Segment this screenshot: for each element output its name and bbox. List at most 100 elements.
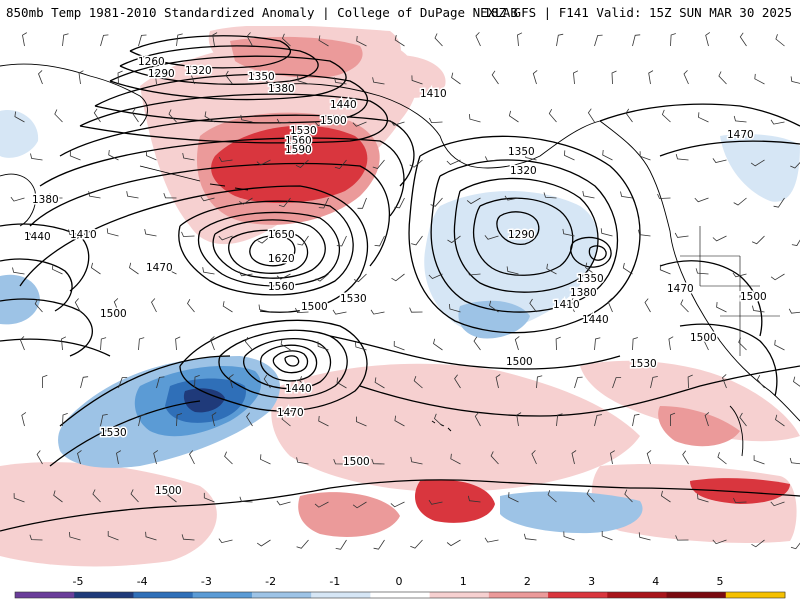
wind-barb xyxy=(296,457,309,465)
cold-anomaly-region-northeast-pacific-core xyxy=(458,300,530,339)
wind-barb xyxy=(410,539,423,549)
height-label: 1470 xyxy=(146,262,173,274)
wind-barb xyxy=(733,197,747,206)
contour-central-low-inner xyxy=(284,355,300,367)
wind-barb xyxy=(751,539,765,548)
contour-1530-ridge xyxy=(178,200,354,296)
wind-barb xyxy=(34,299,43,313)
wind-barb xyxy=(473,336,481,351)
wind-barb xyxy=(504,195,519,201)
wind-barb xyxy=(447,235,461,244)
colorbar-segment xyxy=(192,592,253,598)
wind-barb xyxy=(571,450,577,465)
wind-barb xyxy=(22,32,28,47)
wind-barb xyxy=(393,340,405,351)
height-label: 1470 xyxy=(667,283,694,295)
wind-barb xyxy=(295,159,309,168)
wind-barb xyxy=(587,108,595,123)
wind-barb xyxy=(13,493,25,503)
wind-barb xyxy=(446,159,461,165)
colorbar-segment xyxy=(488,592,549,598)
wind-barb xyxy=(582,190,595,199)
wind-barb xyxy=(154,70,160,85)
wind-barb xyxy=(450,453,461,465)
wind-barb xyxy=(10,196,25,202)
wind-barb xyxy=(117,70,123,85)
wind-barb xyxy=(466,197,481,205)
wind-barb xyxy=(69,531,81,541)
wind-barb xyxy=(411,75,423,85)
height-label: 1650 xyxy=(268,229,295,241)
wind-barb xyxy=(238,271,253,277)
wind-barb xyxy=(19,336,25,351)
warm-anomaly-region-southwest-light xyxy=(0,462,217,567)
colorbar-label: 0 xyxy=(395,575,403,588)
height-label: 1320 xyxy=(510,165,537,177)
wind-barb xyxy=(278,197,291,208)
wind-barb xyxy=(753,455,765,465)
wind-barb xyxy=(202,267,215,275)
wind-barb xyxy=(239,496,253,503)
wind-barb xyxy=(668,336,674,351)
wind-barb xyxy=(750,159,765,167)
wind-barb xyxy=(484,235,499,240)
wind-barb xyxy=(260,73,271,85)
wind-barb xyxy=(38,70,43,85)
warm-anomaly-region-southeast-core xyxy=(690,478,790,504)
wind-barb xyxy=(774,339,785,351)
wind-barb xyxy=(523,533,537,541)
coastlines xyxy=(0,63,800,457)
wind-barb xyxy=(394,197,405,209)
colorbar-segment xyxy=(15,592,75,598)
wind-barb xyxy=(449,303,461,313)
contour-1500-equatorial xyxy=(0,479,800,532)
wind-barb xyxy=(739,32,747,47)
wind-barb xyxy=(659,264,671,275)
wind-barb xyxy=(256,159,271,166)
wind-barb xyxy=(314,501,329,508)
wind-barb xyxy=(739,412,747,427)
wind-barb xyxy=(775,34,785,47)
contour-1350 xyxy=(94,73,369,124)
model-run-valid-time: 18Z GFS | F141 Valid: 15Z SUN MAR 30 202… xyxy=(483,5,792,20)
wind-barb xyxy=(318,415,329,427)
wind-barb xyxy=(790,76,800,84)
anomaly-colorbar: -5 -4 -3 -2 -1 0 1 2 3 4 5 xyxy=(0,574,800,600)
wind-barb xyxy=(446,539,461,547)
contour-1530-south xyxy=(49,365,800,467)
wind-barb xyxy=(433,338,443,351)
wind-barb xyxy=(374,235,385,247)
contour-central-low-1380 xyxy=(272,350,309,374)
wind-barb xyxy=(508,110,519,123)
wind-barb xyxy=(176,413,183,427)
wind-barb xyxy=(200,196,215,202)
wind-barb xyxy=(106,228,119,237)
wind-barb xyxy=(789,457,800,465)
height-label: 1500 xyxy=(100,308,127,320)
contour-1380-north xyxy=(79,93,389,144)
wind-barb xyxy=(466,270,481,276)
height-label: 1440 xyxy=(285,383,312,395)
wind-barb xyxy=(474,412,481,427)
wind-barb xyxy=(187,299,195,313)
wind-barb xyxy=(413,375,423,389)
contour-1500-south xyxy=(59,335,621,427)
wind-barb xyxy=(738,337,747,351)
wind-barb xyxy=(42,374,48,389)
wind-barb xyxy=(467,495,481,503)
wind-barb xyxy=(138,414,146,427)
wind-barb xyxy=(353,273,367,283)
wind-barb xyxy=(543,192,557,199)
wind-barb xyxy=(258,304,271,313)
wind-barb xyxy=(484,156,499,162)
wind-barb xyxy=(529,298,537,313)
wind-barb xyxy=(12,267,25,275)
wind-barb xyxy=(318,197,329,209)
wind-barb xyxy=(335,539,347,550)
wind-barb xyxy=(682,450,689,465)
height-label: 1530 xyxy=(290,125,317,137)
wind-barb xyxy=(276,118,291,124)
contour-1290 xyxy=(119,45,319,85)
warm-anomaly-region-east xyxy=(580,360,800,442)
wind-barb xyxy=(391,273,405,282)
